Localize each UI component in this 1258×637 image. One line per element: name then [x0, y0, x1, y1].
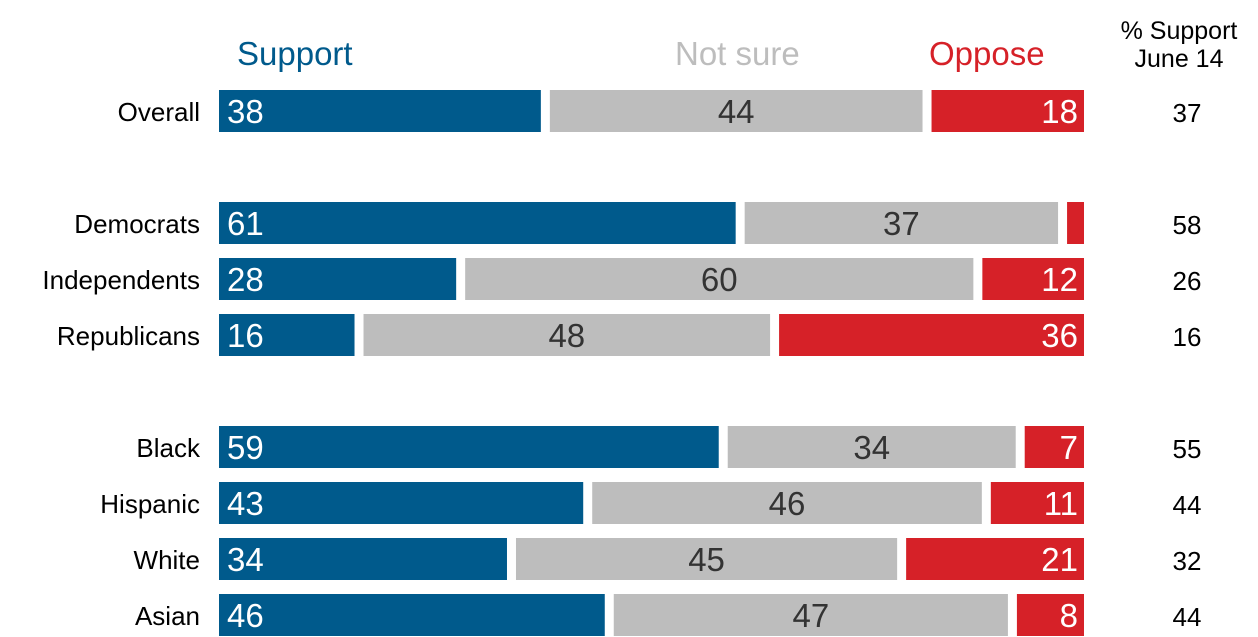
- label-oppose-asian: 8: [1060, 597, 1078, 634]
- label-not-sure-hispanic: 46: [769, 485, 806, 522]
- bar-not-sure-independents: [465, 258, 974, 300]
- bar-support-black: [219, 426, 719, 468]
- bar-support-independents: [219, 258, 457, 300]
- bar-not-sure-hispanic: [592, 482, 982, 524]
- label-support-independents: 28: [227, 261, 264, 298]
- prior-support-black: 55: [1173, 434, 1202, 464]
- prior-support-date: June 14: [1134, 45, 1224, 73]
- label-not-sure-democrats: 37: [883, 205, 920, 242]
- row-label-asian: Asian: [135, 601, 200, 631]
- label-oppose-overall: 18: [1041, 93, 1078, 130]
- prior-support-white: 32: [1173, 546, 1202, 576]
- bar-oppose-black: [1024, 426, 1084, 468]
- label-not-sure-independents: 60: [701, 261, 738, 298]
- row-label-overall: Overall: [118, 97, 200, 127]
- bar-not-sure-republicans: [363, 314, 771, 356]
- bar-not-sure-white: [515, 538, 898, 580]
- bar-oppose-independents: [982, 258, 1084, 300]
- bar-oppose-asian: [1016, 594, 1084, 636]
- not-sure-header: Not sure: [675, 35, 800, 72]
- prior-support-asian: 44: [1173, 602, 1202, 632]
- bar-support-overall: [219, 90, 541, 132]
- row-label-independents: Independents: [42, 265, 200, 295]
- label-support-hispanic: 43: [227, 485, 264, 522]
- bar-not-sure-asian: [613, 594, 1008, 636]
- label-support-republicans: 16: [227, 317, 264, 354]
- label-not-sure-white: 45: [688, 541, 725, 578]
- oppose-header: Oppose: [929, 35, 1045, 72]
- label-not-sure-republicans: 48: [548, 317, 585, 354]
- row-label-white: White: [134, 545, 200, 575]
- support-header: Support: [237, 35, 353, 72]
- bar-not-sure-democrats: [744, 202, 1059, 244]
- label-support-overall: 38: [227, 93, 264, 130]
- label-oppose-black: 7: [1060, 429, 1078, 466]
- prior-support-independents: 26: [1173, 266, 1202, 296]
- bar-support-republicans: [219, 314, 355, 356]
- label-support-white: 34: [227, 541, 264, 578]
- label-oppose-hispanic: 11: [1044, 485, 1078, 522]
- bar-support-democrats: [219, 202, 736, 244]
- bar-support-hispanic: [219, 482, 584, 524]
- prior-support-header: % Support: [1120, 17, 1238, 45]
- bar-oppose-democrats: [1067, 202, 1084, 244]
- prior-support-democrats: 58: [1173, 210, 1202, 240]
- row-label-black: Black: [136, 433, 201, 463]
- label-support-asian: 46: [227, 597, 264, 634]
- bar-oppose-overall: [931, 90, 1084, 132]
- row-label-hispanic: Hispanic: [100, 489, 200, 519]
- prior-support-overall: 37: [1173, 98, 1202, 128]
- prior-support-hispanic: 44: [1173, 490, 1202, 520]
- label-oppose-white: 21: [1041, 541, 1078, 578]
- label-not-sure-black: 34: [853, 429, 890, 466]
- label-support-black: 59: [227, 429, 264, 466]
- bar-oppose-hispanic: [990, 482, 1084, 524]
- bar-support-white: [219, 538, 507, 580]
- row-label-democrats: Democrats: [74, 209, 200, 239]
- row-label-republicans: Republicans: [57, 321, 200, 351]
- label-not-sure-asian: 47: [792, 597, 829, 634]
- bar-oppose-republicans: [779, 314, 1084, 356]
- label-oppose-republicans: 36: [1041, 317, 1078, 354]
- label-not-sure-overall: 44: [718, 93, 755, 130]
- label-oppose-independents: 12: [1041, 261, 1078, 298]
- bar-not-sure-black: [727, 426, 1016, 468]
- bar-support-asian: [219, 594, 605, 636]
- prior-support-republicans: 16: [1173, 322, 1202, 352]
- label-support-democrats: 61: [227, 205, 264, 242]
- bar-not-sure-overall: [549, 90, 923, 132]
- bar-oppose-white: [906, 538, 1084, 580]
